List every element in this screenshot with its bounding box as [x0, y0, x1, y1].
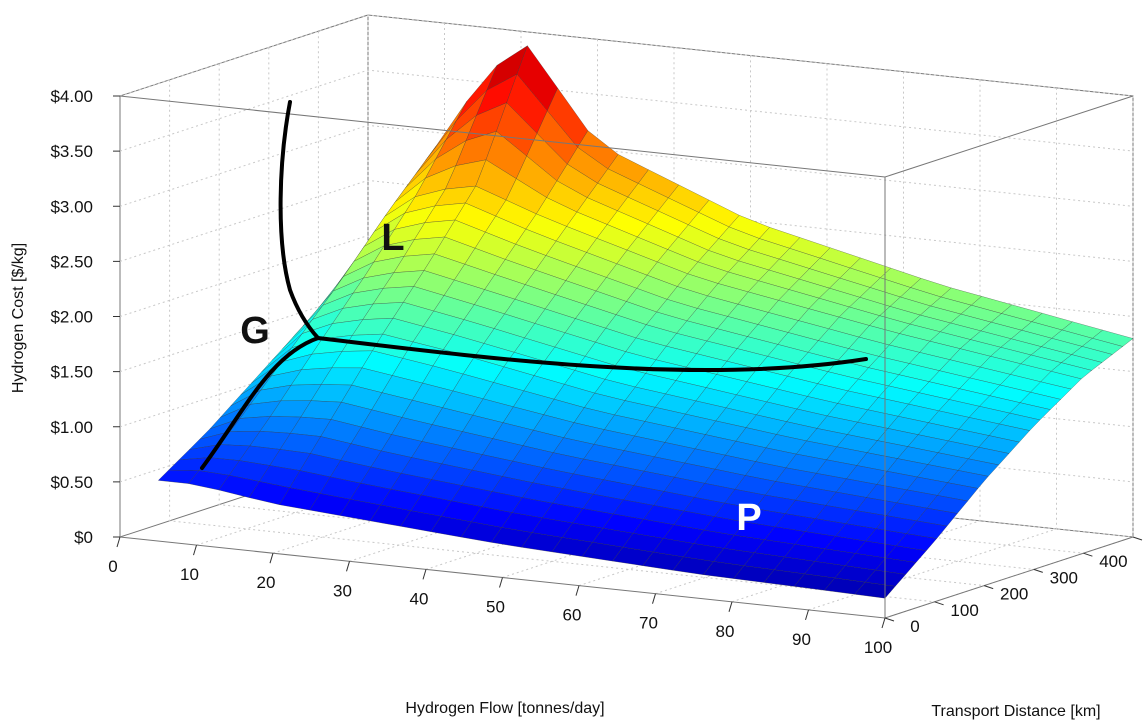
x-tick-label: 80 — [716, 622, 735, 641]
z-tick-label: $2.50 — [50, 252, 93, 271]
x-tick-mark — [575, 585, 580, 596]
z-tick-label: $1.00 — [50, 418, 93, 437]
x-tick-mark — [116, 536, 121, 548]
z-tick-label: $3.00 — [50, 197, 93, 216]
z-tick-label: $4.00 — [50, 87, 93, 106]
y-tick-mark — [1033, 568, 1043, 573]
x-tick-label: 30 — [333, 581, 352, 600]
axis-ticks: $0 $0.50 $1.00 $1.50 $2.00 $2.50 $3.00 $3.50 $4.… — [50, 87, 1143, 657]
x-tick-label: 10 — [180, 565, 199, 584]
x-tick-mark — [881, 617, 886, 629]
y-tick-mark — [934, 601, 944, 606]
z-tick-label: $3.50 — [50, 142, 93, 161]
x-tick-mark — [728, 601, 733, 612]
x-tick-label: 20 — [257, 573, 276, 592]
y-tick-label: 200 — [1000, 585, 1028, 604]
x-tick-label: 100 — [864, 638, 892, 657]
z-gridline — [119, 14, 1134, 97]
boundary-lp — [316, 336, 868, 373]
y-tick-mark — [984, 585, 994, 590]
x-axis-label: Hydrogen Flow [tonnes/day] — [405, 700, 604, 717]
y-tick-mark — [1083, 552, 1093, 557]
x-tick-mark — [269, 553, 274, 564]
z-tick-label: $2.00 — [50, 308, 93, 327]
x-tick-mark — [499, 577, 503, 588]
region-boundaries — [200, 100, 868, 470]
region-label-g: G — [240, 310, 270, 352]
z-axis-label: Hydrogen Cost [$/kg] — [10, 243, 27, 393]
y-tick-label: 100 — [950, 601, 978, 620]
surface-mesh — [157, 45, 1134, 599]
z-tick-label: $0.50 — [50, 473, 93, 492]
x-tick-mark — [422, 569, 427, 580]
y-tick-mark — [884, 617, 895, 622]
x-tick-label: 90 — [792, 630, 811, 649]
y-gridline — [218, 63, 985, 587]
boundary-gp — [200, 336, 320, 470]
x-tick-label: 70 — [639, 614, 658, 633]
y-tick-mark — [1132, 536, 1143, 541]
x-tick-label: 60 — [563, 606, 582, 625]
z-tick-label: $0 — [74, 528, 93, 547]
y-gridline — [169, 79, 935, 603]
x-tick-mark — [193, 544, 197, 556]
x-tick-label: 40 — [410, 589, 429, 608]
region-label-p: P — [736, 497, 761, 539]
x-tick-mark — [346, 561, 350, 572]
region-label-l: L — [381, 217, 404, 259]
x-tick-mark — [805, 609, 809, 621]
y-tick-label: 400 — [1099, 552, 1127, 571]
z-gridline — [119, 69, 1134, 152]
x-tick-label: 50 — [486, 598, 505, 617]
z-tick-label: $1.50 — [50, 363, 93, 382]
y-tick-label: 0 — [910, 617, 919, 636]
x-tick-label: 0 — [108, 557, 117, 576]
y-tick-label: 300 — [1050, 568, 1078, 587]
boundary-gl — [278, 100, 320, 340]
x-tick-mark — [652, 593, 656, 604]
y-axis-label: Transport Distance [km] — [931, 703, 1100, 720]
